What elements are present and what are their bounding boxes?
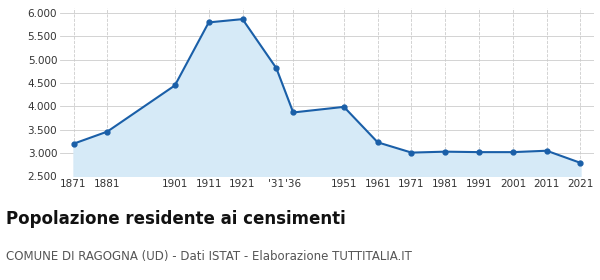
Text: Popolazione residente ai censimenti: Popolazione residente ai censimenti bbox=[6, 210, 346, 228]
Text: COMUNE DI RAGOGNA (UD) - Dati ISTAT - Elaborazione TUTTITALIA.IT: COMUNE DI RAGOGNA (UD) - Dati ISTAT - El… bbox=[6, 250, 412, 263]
